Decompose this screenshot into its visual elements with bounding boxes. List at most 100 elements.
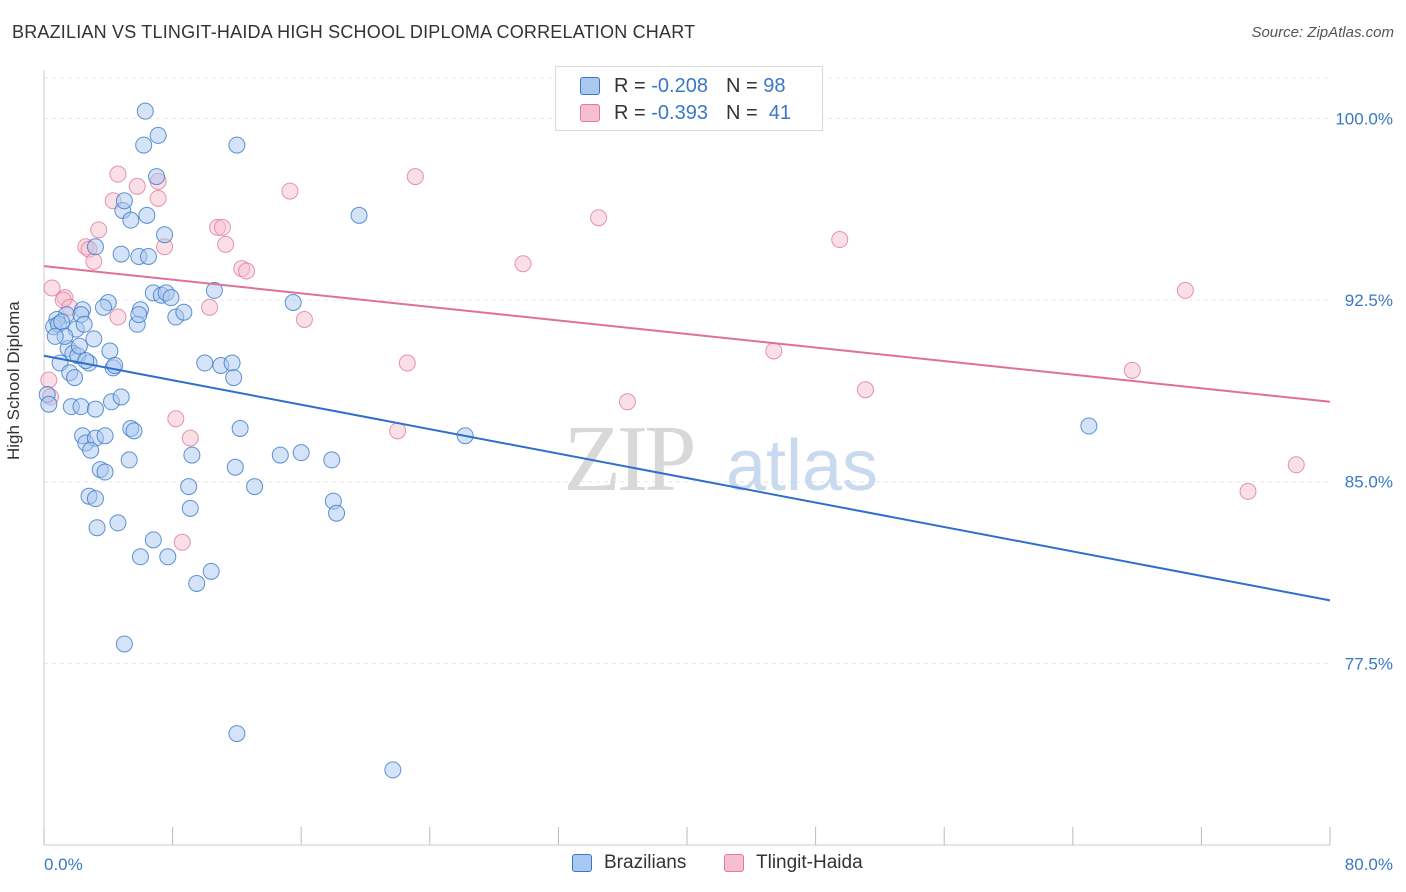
tlingit-haida-point [590,209,608,227]
tlingit-haida-point [201,298,219,316]
brazilian-point [96,427,114,445]
brazilian-point [112,388,130,406]
brazilian-points [38,102,1098,779]
brazilian-point [148,168,166,186]
chart-title: BRAZILIAN VS TLINGIT-HAIDA HIGH SCHOOL D… [12,22,696,42]
brazilian-point [228,725,246,743]
brazilian-point [115,635,133,653]
tlingit-haida-point [109,308,127,326]
brazilian-point [109,514,127,532]
tlingit-haida-point [514,255,532,273]
tlingit-haida-point [406,168,424,186]
brazilian-point [77,352,95,370]
x-tick-label: 0.0% [44,855,83,874]
brazilian-point [156,226,174,244]
series-legend: Brazilians Tlingit-Haida [0,852,1406,878]
tlingit-haida-point [1176,281,1194,299]
tlingit-haida-point [128,177,146,195]
legend-item-tlingit-haida[interactable]: Tlingit-Haida [724,852,863,874]
brazilian-point [271,446,289,464]
legend-r-label: R = [614,74,646,97]
brazilian-point [138,206,156,224]
legend-n-label: N = [725,74,758,97]
tlingit-haida-point [149,189,167,207]
brazilian-point [350,206,368,224]
legend-swatch-blue [572,854,592,872]
tlingit-haida-point [181,429,199,447]
brazilian-point [40,395,58,413]
tlingit-haida-point [90,221,108,239]
tlingit-haida-point [295,310,313,328]
tlingit-haida-point [831,231,849,249]
brazilian-point [82,441,100,459]
brazilian-point [181,499,199,517]
brazilian-point [246,478,264,496]
tlingit-haida-point [238,262,256,280]
legend-swatch-pink [580,104,600,122]
brazilian-point [323,451,341,469]
tlingit-haida-point [1287,456,1305,474]
brazilian-point [131,548,149,566]
brazilian-point [96,463,114,481]
tlingit-haida-point [167,410,185,428]
brazilian-point [53,313,71,331]
brazilian-point [86,490,104,508]
brazilian-point [284,294,302,311]
tlingit-haida-point [213,218,231,236]
tlingit-haida-trend-line [43,265,1331,403]
brazilian-point [231,419,249,437]
brazilian-point [328,504,346,522]
tlingit-haida-point [619,393,637,411]
tlingit-haida-point [217,235,235,253]
tlingit-haida-point [173,533,191,551]
tlingit-haida-point [85,252,103,270]
legend-row-tlingit: R = -0.393 N = 41 [580,101,791,125]
legend-n-label: N = [725,101,758,124]
brazilian-point [94,298,112,316]
source-label: Source: ZipAtlas.com [1251,24,1394,41]
brazilian-point [70,337,88,355]
tlingit-haida-point [109,165,127,183]
brazilian-point [225,369,243,387]
watermark-atlas: atlas [726,426,878,506]
brazilian-point [175,303,193,321]
brazilian-point [202,562,220,580]
brazilian-point [75,315,93,333]
brazilian-point [188,574,206,592]
brazilian-point [223,354,241,372]
brazilian-point [86,238,104,256]
y-tick-label: 85.0% [1345,473,1393,492]
tlingit-haida-point [398,354,416,372]
brazilians-trend-line [43,354,1331,602]
legend-swatch-pink [724,854,744,872]
brazilian-point [162,289,180,307]
brazilian-point [196,354,214,372]
brazilian-point [122,211,140,229]
brazilian-point [88,519,106,537]
legend-label-tlingit-haida: Tlingit-Haida [756,852,863,873]
legend-r-value: -0.208 [651,74,708,97]
legend-item-brazilians[interactable]: Brazilians [572,852,686,874]
tlingit-haida-point [765,342,783,360]
legend-n-value: 41 [768,101,792,124]
legend-r-value: -0.393 [651,101,708,124]
tlingit-haida-point [43,279,61,297]
y-tick-label: 100.0% [1335,109,1393,128]
brazilian-point [86,400,104,418]
y-tick-label: 77.5% [1345,654,1393,673]
brazilian-point [1080,417,1098,435]
brazilian-point [112,245,130,263]
brazilian-point [136,102,154,120]
brazilian-point [101,342,119,360]
tlingit-haida-point [281,182,299,200]
brazilian-point [85,330,103,348]
brazilian-point [384,761,402,779]
brazilian-point [115,192,133,210]
tlingit-haida-point [1239,482,1257,500]
watermark: ZIP atlas [564,407,879,511]
brazilian-point [135,136,153,154]
brazilian-point [180,478,198,496]
tlingit-haida-point [389,422,407,440]
brazilian-point [130,306,148,324]
